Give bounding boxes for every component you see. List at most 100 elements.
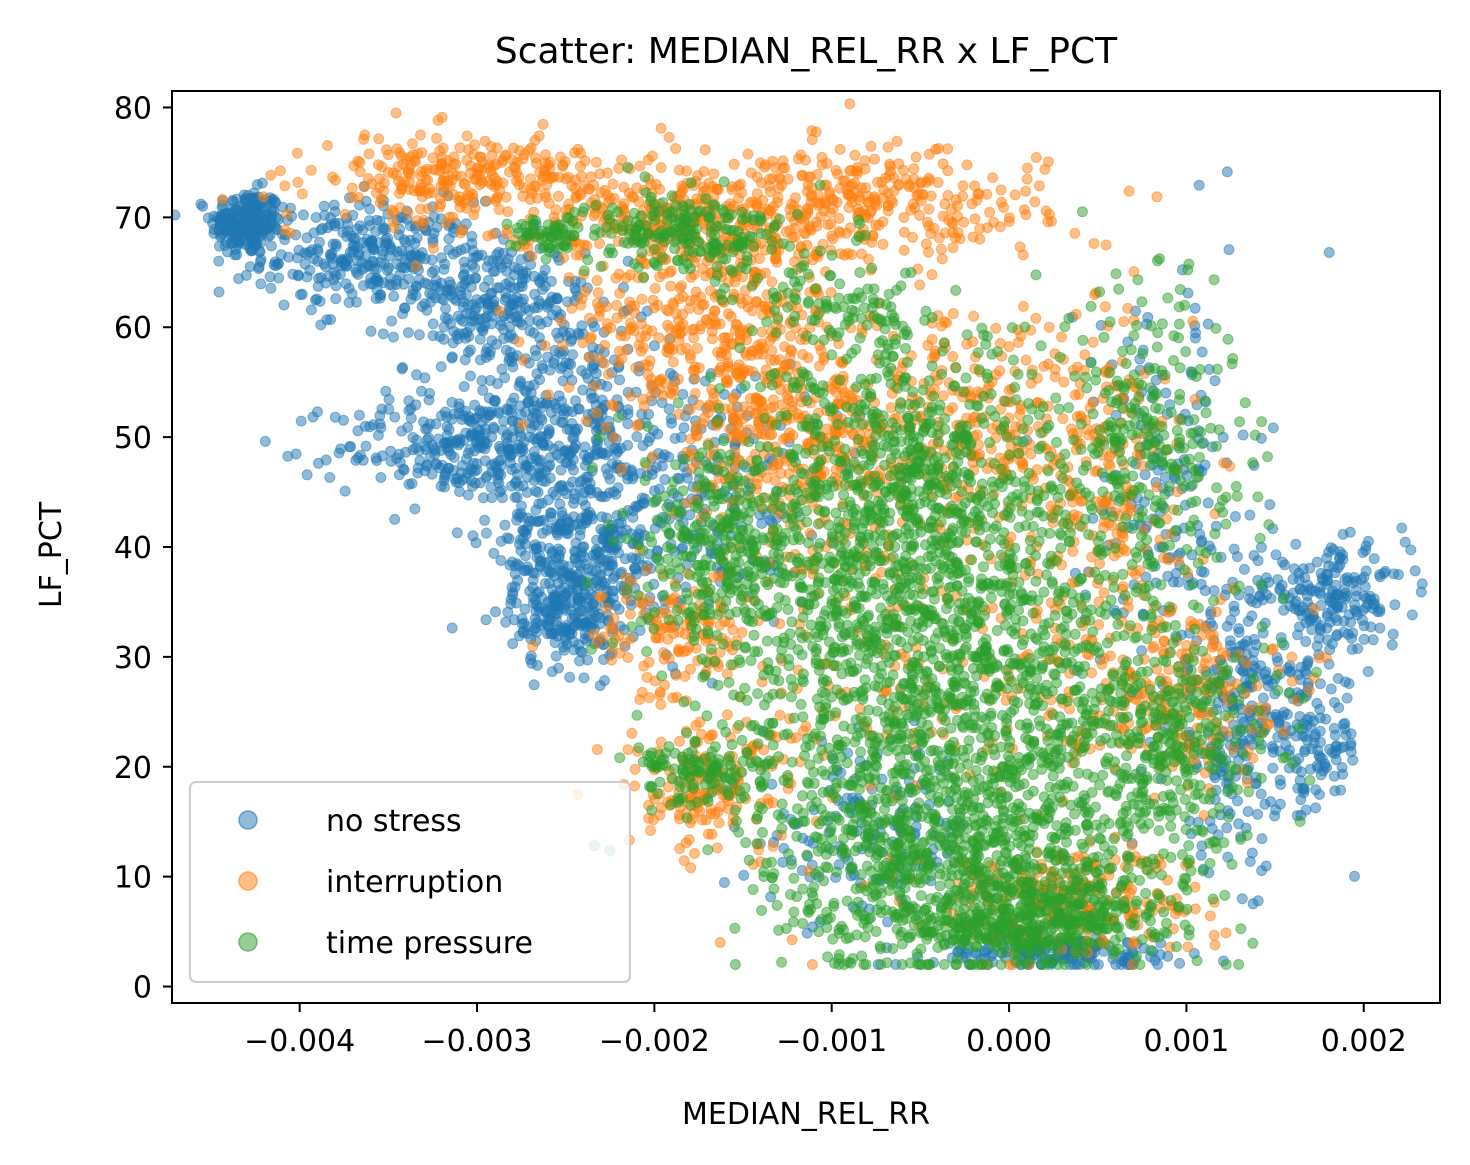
data-point — [1317, 765, 1329, 777]
data-point — [506, 407, 517, 419]
data-point — [627, 470, 639, 482]
data-point — [632, 418, 644, 430]
data-point — [987, 172, 999, 184]
data-point — [722, 357, 734, 369]
data-point — [386, 315, 398, 327]
data-point — [428, 242, 439, 254]
data-point — [265, 169, 277, 181]
data-point — [844, 165, 856, 177]
data-point — [622, 418, 634, 430]
data-point — [494, 305, 506, 317]
data-point — [536, 497, 548, 509]
data-point — [1193, 179, 1205, 191]
data-point — [1224, 635, 1236, 647]
data-point — [506, 480, 517, 492]
data-point — [969, 213, 981, 225]
data-point — [424, 450, 436, 462]
data-point — [393, 469, 405, 481]
data-point — [440, 303, 452, 315]
data-point — [668, 299, 680, 310]
data-point — [1294, 621, 1305, 633]
data-point — [465, 160, 477, 172]
data-point — [1267, 762, 1279, 774]
data-point — [844, 181, 856, 193]
data-point — [1338, 626, 1350, 638]
data-point — [600, 463, 612, 475]
data-point — [859, 155, 871, 167]
data-point — [1344, 526, 1356, 538]
data-point — [330, 280, 342, 292]
data-point — [1329, 729, 1341, 741]
data-point — [410, 260, 422, 272]
data-point — [591, 545, 603, 557]
data-point — [1332, 673, 1344, 684]
data-point — [800, 154, 811, 166]
data-point — [614, 374, 626, 386]
data-point — [451, 330, 463, 341]
data-point — [553, 171, 565, 183]
data-point — [1338, 718, 1349, 730]
data-point — [1017, 249, 1029, 261]
data-point — [1259, 668, 1271, 680]
data-point — [519, 550, 531, 562]
data-point — [1152, 959, 1164, 970]
data-point — [1311, 556, 1323, 568]
data-point — [480, 527, 492, 539]
data-point — [1029, 196, 1041, 208]
data-point — [687, 364, 699, 376]
data-point — [487, 265, 499, 277]
data-point — [601, 324, 613, 336]
data-point — [469, 173, 481, 185]
data-point — [531, 368, 543, 380]
data-point — [377, 245, 389, 257]
data-point — [515, 254, 527, 266]
data-point — [1305, 763, 1316, 775]
data-point — [458, 410, 470, 422]
data-point — [519, 603, 531, 615]
data-point — [642, 436, 654, 447]
data-point — [754, 253, 765, 265]
data-point — [415, 203, 426, 215]
data-point — [1238, 563, 1250, 575]
data-point — [1189, 302, 1201, 314]
data-point — [626, 552, 638, 564]
data-point — [570, 395, 581, 407]
data-point — [273, 272, 285, 284]
data-point — [486, 406, 498, 418]
data-point — [329, 217, 341, 229]
data-point — [558, 409, 570, 420]
data-point — [352, 155, 364, 167]
data-point — [602, 368, 614, 380]
data-point — [1364, 590, 1376, 602]
data-point — [1009, 189, 1021, 201]
data-point — [876, 176, 888, 188]
data-point — [490, 606, 501, 618]
data-point — [539, 264, 551, 276]
data-point — [1325, 683, 1337, 695]
data-point — [299, 247, 311, 259]
data-point — [652, 428, 664, 440]
data-point — [910, 151, 922, 163]
data-point — [738, 869, 750, 881]
data-point — [1221, 166, 1233, 178]
data-point — [265, 282, 277, 294]
data-point — [533, 274, 545, 286]
data-point — [469, 202, 481, 214]
data-point — [1159, 472, 1171, 483]
data-point — [489, 395, 501, 407]
data-point — [479, 281, 490, 293]
data-point — [1196, 346, 1208, 358]
data-point — [1246, 847, 1258, 859]
data-point — [446, 396, 458, 408]
data-point — [630, 362, 642, 374]
data-point — [1300, 636, 1312, 647]
data-point — [1335, 742, 1347, 754]
data-point — [540, 191, 552, 203]
data-point — [475, 408, 487, 419]
data-point — [461, 130, 473, 142]
data-point — [759, 300, 771, 312]
data-point — [327, 171, 339, 183]
data-point — [1314, 789, 1325, 800]
data-point — [531, 659, 543, 671]
data-point — [624, 269, 636, 281]
